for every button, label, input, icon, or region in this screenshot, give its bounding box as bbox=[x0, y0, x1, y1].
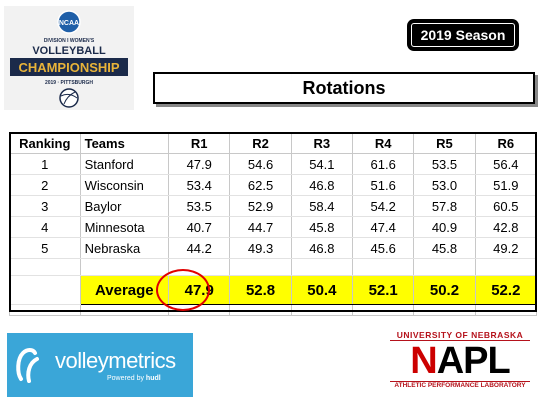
rank-cell: 3 bbox=[9, 195, 81, 217]
value-cell: 54.2 bbox=[352, 195, 415, 217]
team-cell: Minnesota bbox=[79, 216, 170, 238]
value-cell: 40.7 bbox=[168, 216, 231, 238]
rank-cell: 2 bbox=[9, 174, 81, 196]
table-row: 4 Minnesota 40.7 44.7 45.8 47.4 40.9 42.… bbox=[9, 216, 538, 238]
value-cell: 46.8 bbox=[290, 237, 354, 259]
average-value-r6: 52.2 bbox=[474, 275, 538, 305]
rotations-table: Ranking Teams R1 R2 R3 R4 R5 R6 1 Stanfo… bbox=[9, 132, 538, 316]
header-teams: Teams bbox=[79, 132, 170, 154]
average-value-r1: 47.9 bbox=[168, 275, 231, 305]
table-row: 3 Baylor 53.5 52.9 58.4 54.2 57.8 60.5 bbox=[9, 195, 538, 217]
value-cell: 56.4 bbox=[474, 153, 538, 175]
header-r4: R4 bbox=[352, 132, 415, 154]
header-r1: R1 bbox=[168, 132, 231, 154]
table-row: 2 Wisconsin 53.4 62.5 46.8 51.6 53.0 51.… bbox=[9, 174, 538, 196]
value-cell: 51.6 bbox=[352, 174, 415, 196]
average-value-r3: 50.4 bbox=[290, 275, 354, 305]
value-cell: 54.6 bbox=[229, 153, 292, 175]
header-r2: R2 bbox=[229, 132, 292, 154]
season-badge: 2019 Season bbox=[409, 21, 517, 49]
napl-top-text: UNIVERSITY OF NEBRASKA bbox=[390, 330, 530, 341]
value-cell: 42.8 bbox=[474, 216, 538, 238]
ncaa-championship-logo: NCAA DIVISION I WOMEN'S VOLLEYBALL CHAMP… bbox=[4, 6, 134, 110]
logo-line1-text: VOLLEYBALL bbox=[32, 45, 106, 57]
napl-logo: UNIVERSITY OF NEBRASKA NAPL ATHLETIC PER… bbox=[390, 330, 530, 400]
average-label: Average bbox=[79, 275, 170, 305]
value-cell: 52.9 bbox=[229, 195, 292, 217]
powered-by-text: Powered by hudl bbox=[107, 375, 161, 382]
value-cell: 49.3 bbox=[229, 237, 292, 259]
header-r6: R6 bbox=[474, 132, 538, 154]
volleymetrics-icon bbox=[16, 348, 39, 383]
rank-cell: 1 bbox=[9, 153, 81, 175]
value-cell: 45.8 bbox=[413, 237, 476, 259]
spacer-row bbox=[9, 258, 538, 276]
table-header-row: Ranking Teams R1 R2 R3 R4 R5 R6 bbox=[9, 132, 538, 154]
napl-bottom-text: ATHLETIC PERFORMANCE LABORATORY bbox=[390, 381, 530, 389]
value-cell: 54.1 bbox=[290, 153, 354, 175]
table-row: 1 Stanford 47.9 54.6 54.1 61.6 53.5 56.4 bbox=[9, 153, 538, 175]
season-label: 2019 Season bbox=[410, 23, 516, 47]
value-cell: 45.8 bbox=[290, 216, 354, 238]
average-value-r4: 52.1 bbox=[352, 275, 415, 305]
page-title: Rotations bbox=[153, 72, 535, 104]
table-row: 5 Nebraska 44.2 49.3 46.8 45.6 45.8 49.2 bbox=[9, 237, 538, 259]
team-cell: Nebraska bbox=[79, 237, 170, 259]
team-cell: Baylor bbox=[79, 195, 170, 217]
value-cell: 51.9 bbox=[474, 174, 538, 196]
average-value-r5: 50.2 bbox=[413, 275, 476, 305]
volleyball-icon bbox=[59, 88, 79, 108]
ncaa-text: NCAA bbox=[59, 20, 79, 27]
logo-line3-text: 2019 · PITTSBURGH bbox=[45, 80, 93, 86]
value-cell: 44.7 bbox=[229, 216, 292, 238]
team-cell: Stanford bbox=[79, 153, 170, 175]
rank-cell: 4 bbox=[9, 216, 81, 238]
value-cell: 47.9 bbox=[168, 153, 231, 175]
value-cell: 46.8 bbox=[290, 174, 354, 196]
volleymetrics-name: volleymetrics bbox=[55, 348, 176, 373]
average-row: Average 47.9 52.8 50.4 52.1 50.2 52.2 bbox=[9, 275, 538, 305]
value-cell: 47.4 bbox=[352, 216, 415, 238]
value-cell: 57.8 bbox=[413, 195, 476, 217]
volleymetrics-logo: volleymetrics Powered by hudl bbox=[7, 333, 193, 397]
value-cell: 53.5 bbox=[413, 153, 476, 175]
value-cell: 61.6 bbox=[352, 153, 415, 175]
value-cell: 40.9 bbox=[413, 216, 476, 238]
value-cell: 53.0 bbox=[413, 174, 476, 196]
napl-main-text: NAPL bbox=[410, 340, 510, 382]
hudl-text: hudl bbox=[145, 375, 161, 382]
value-cell: 60.5 bbox=[474, 195, 538, 217]
rank-cell: 5 bbox=[9, 237, 81, 259]
spacer-row bbox=[9, 304, 538, 316]
logo-division-text: DIVISION I WOMEN'S bbox=[44, 38, 95, 44]
value-cell: 53.5 bbox=[168, 195, 231, 217]
header-r3: R3 bbox=[290, 132, 354, 154]
value-cell: 45.6 bbox=[352, 237, 415, 259]
average-value-r2: 52.8 bbox=[229, 275, 292, 305]
value-cell: 58.4 bbox=[290, 195, 354, 217]
logo-line2-text: CHAMPIONSHIP bbox=[18, 60, 119, 75]
value-cell: 44.2 bbox=[168, 237, 231, 259]
team-cell: Wisconsin bbox=[79, 174, 170, 196]
header-ranking: Ranking bbox=[9, 132, 81, 154]
value-cell: 53.4 bbox=[168, 174, 231, 196]
header-r5: R5 bbox=[413, 132, 476, 154]
value-cell: 49.2 bbox=[474, 237, 538, 259]
value-cell: 62.5 bbox=[229, 174, 292, 196]
